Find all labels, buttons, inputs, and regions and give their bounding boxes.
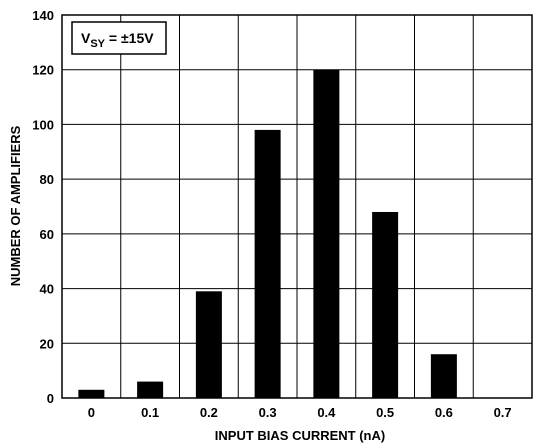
y-tick-label: 60 <box>40 227 54 242</box>
annotation-subscript: SY <box>90 38 105 50</box>
annotation-suffix: = ±15V <box>105 30 154 46</box>
bar-series <box>78 69 457 398</box>
x-tick-label: 0.5 <box>376 405 394 420</box>
x-axis-ticks: 0 0.1 0.2 0.3 0.4 0.5 0.6 0.7 <box>88 405 512 420</box>
x-tick-label: 0.2 <box>200 405 218 420</box>
x-tick-label: 0.7 <box>494 405 512 420</box>
bar-0.6 <box>430 354 457 398</box>
annotation-box: VSY = ±15V <box>71 21 167 55</box>
y-tick-label: 20 <box>40 336 54 351</box>
bar-0.5 <box>372 211 399 398</box>
x-tick-label: 0.4 <box>317 405 336 420</box>
x-axis-title: INPUT BIAS CURRENT (nA) <box>215 428 385 443</box>
y-tick-label: 40 <box>40 282 54 297</box>
grid-lines <box>62 14 532 399</box>
y-axis-title: NUMBER OF AMPLIFIERS <box>8 125 23 286</box>
bar-0.2 <box>195 291 222 398</box>
annotation-text: VSY = ±15V <box>81 30 154 50</box>
x-tick-label: 0.3 <box>259 405 277 420</box>
y-tick-label: 80 <box>40 172 54 187</box>
bar-0.3 <box>254 129 281 398</box>
annotation-prefix: V <box>81 30 91 46</box>
y-axis-ticks: 0 20 40 60 80 100 120 140 <box>32 8 54 406</box>
x-tick-label: 0 <box>88 405 95 420</box>
bar-0.4 <box>313 69 340 398</box>
plot-frame <box>61 14 533 399</box>
y-tick-label: 0 <box>47 391 54 406</box>
x-tick-label: 0.6 <box>435 405 453 420</box>
bar-0 <box>78 389 105 398</box>
y-tick-label: 140 <box>32 8 54 23</box>
y-tick-label: 100 <box>32 117 54 132</box>
bar-0.1 <box>137 381 164 398</box>
y-tick-label: 120 <box>32 63 54 78</box>
x-tick-label: 0.1 <box>141 405 159 420</box>
